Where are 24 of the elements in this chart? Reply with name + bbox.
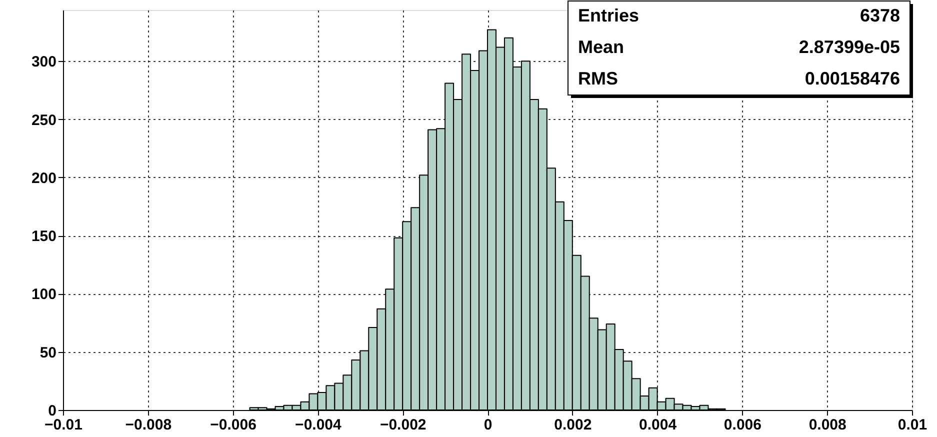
x-tick-label: 0.01 bbox=[898, 416, 928, 434]
annotation: 2.87399e-05 bbox=[798, 37, 900, 57]
x-tick-label: −0.004 bbox=[295, 416, 342, 434]
x-tick-label: 0.006 bbox=[724, 416, 762, 434]
annotation: 0.00158476 bbox=[804, 68, 900, 88]
x-tick-label: −0.01 bbox=[44, 416, 82, 434]
annotation: RMS bbox=[578, 68, 618, 88]
y-tick-label: 50 bbox=[40, 344, 56, 362]
x-tick-label: 0.008 bbox=[808, 416, 846, 434]
x-tick-label: 0 bbox=[484, 416, 492, 434]
y-tick-label: 0 bbox=[48, 402, 56, 420]
y-tick-label: 300 bbox=[31, 54, 56, 71]
annotation: Entries bbox=[578, 6, 640, 26]
x-tick-label: −0.006 bbox=[210, 416, 256, 434]
x-tick-label: −0.002 bbox=[380, 416, 426, 434]
x-tick-label: 0.002 bbox=[554, 416, 592, 434]
annotation: 6378 bbox=[860, 6, 900, 26]
y-tick-label: 200 bbox=[31, 170, 56, 187]
y-tick-label: 250 bbox=[31, 112, 56, 129]
x-tick-label: −0.008 bbox=[125, 416, 172, 434]
x-tick-label: 0.004 bbox=[639, 416, 678, 434]
y-tick-label: 150 bbox=[31, 228, 56, 246]
y-tick-label: 100 bbox=[31, 286, 56, 304]
annotation: Mean bbox=[578, 37, 624, 57]
